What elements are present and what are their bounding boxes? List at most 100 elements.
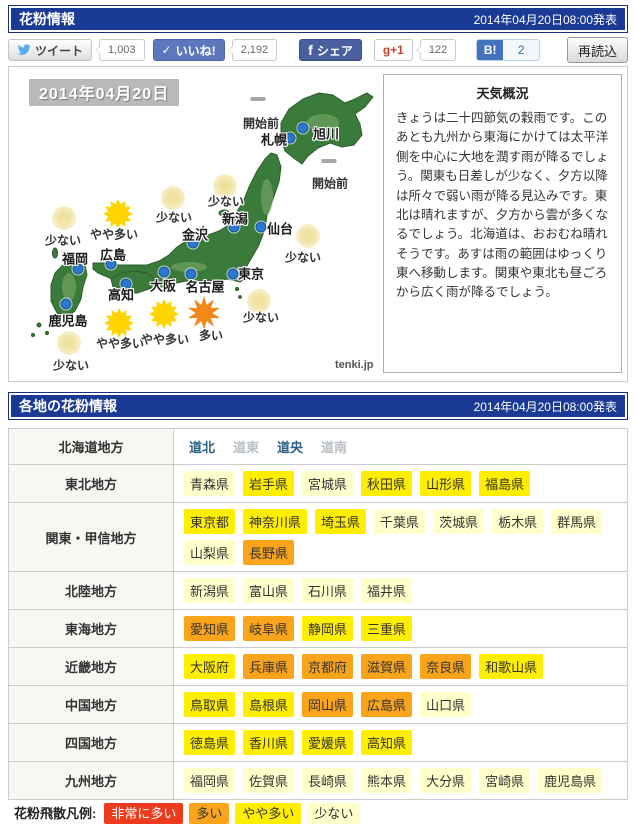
- prefecture-chip[interactable]: 京都府: [302, 654, 354, 679]
- prefecture-chip[interactable]: 愛媛県: [302, 730, 354, 755]
- reload-button[interactable]: 再読込: [566, 37, 628, 63]
- prefecture-chip[interactable]: 石川県: [302, 578, 354, 603]
- prefecture-chip[interactable]: 山口県: [420, 692, 472, 717]
- region-name: 北海道地方: [8, 428, 174, 465]
- prefecture-chip[interactable]: 徳島県: [184, 730, 236, 755]
- prefecture-chip[interactable]: 和歌山県: [479, 654, 544, 679]
- prefecture-chip[interactable]: 鹿児島県: [538, 768, 603, 793]
- prefecture-chip[interactable]: 島根県: [243, 692, 295, 717]
- region-name: 東海地方: [8, 609, 174, 648]
- map-city-label[interactable]: 福岡: [61, 251, 89, 267]
- prefecture-chip[interactable]: 福岡県: [184, 768, 236, 793]
- map-city-label[interactable]: 旭川: [312, 126, 340, 142]
- published-timestamp: 2014年04月20日08:00発表: [473, 12, 617, 27]
- subregion-link[interactable]: 道北: [189, 440, 216, 455]
- prefecture-chip[interactable]: 長野県: [243, 540, 295, 565]
- map-city-dot[interactable]: [105, 258, 117, 270]
- check-icon: ✓: [161, 43, 172, 57]
- region-cells: 徳島県 香川県 愛媛県 高知県: [173, 723, 628, 762]
- prefecture-chip[interactable]: 東京都: [184, 509, 236, 534]
- prefecture-chip[interactable]: 新潟県: [184, 578, 236, 603]
- facebook-like-button[interactable]: ✓ いいね!: [152, 39, 225, 61]
- map-level-label: 多い: [198, 328, 224, 343]
- prefecture-chip[interactable]: 神奈川県: [243, 509, 308, 534]
- map-city-dot[interactable]: [185, 268, 197, 280]
- prefecture-chip[interactable]: 埼玉県: [315, 509, 367, 534]
- prefecture-chip[interactable]: 愛知県: [184, 616, 236, 641]
- map-level-label: 少ない: [284, 250, 322, 265]
- prefecture-chip[interactable]: 宮崎県: [479, 768, 531, 793]
- region-cells: 東京都 神奈川県 埼玉県 千葉県 茨城県 栃木県 群馬県山梨県 長野県: [173, 502, 628, 572]
- prefecture-chip[interactable]: 滋賀県: [361, 654, 413, 679]
- prefecture-chip[interactable]: 岐阜県: [243, 616, 295, 641]
- prefecture-chip[interactable]: 兵庫県: [243, 654, 295, 679]
- legend-chip: やや多い: [235, 803, 302, 824]
- hatena-bookmark-button[interactable]: B! 2: [476, 39, 541, 61]
- prefecture-chip[interactable]: 香川県: [243, 730, 295, 755]
- prefecture-chip[interactable]: 千葉県: [374, 509, 426, 534]
- map-city-label[interactable]: 新潟: [221, 211, 249, 227]
- pollen-low-circle-icon: [57, 331, 81, 355]
- facebook-f-icon: f: [308, 42, 313, 58]
- japan-pollen-map: 2014年04月20日 開始前 開始前 少ない 少ない 少ない 少ない 少ない 少ない やや多い…: [9, 67, 383, 381]
- map-city-dot[interactable]: [120, 278, 132, 290]
- prefecture-chip[interactable]: 茨城県: [433, 509, 485, 534]
- map-city-label[interactable]: 仙台: [266, 221, 294, 237]
- region-row: 北海道地方 道北 道東 道央 道南: [8, 428, 628, 465]
- prefecture-chip[interactable]: 佐賀県: [243, 768, 295, 793]
- map-city-dot[interactable]: [228, 221, 240, 233]
- prefecture-chip[interactable]: 福井県: [361, 578, 413, 603]
- page-title: 花粉情報: [19, 11, 75, 27]
- prefecture-chip[interactable]: 宮城県: [302, 471, 354, 496]
- prefecture-chip[interactable]: 栃木県: [492, 509, 544, 534]
- map-city-dot[interactable]: [72, 263, 84, 275]
- region-name: 東北地方: [8, 464, 174, 503]
- map-city-dot[interactable]: [227, 268, 239, 280]
- gplus-count: 122: [415, 39, 457, 61]
- prefecture-chip[interactable]: 長崎県: [302, 768, 354, 793]
- prefecture-chip[interactable]: 山形県: [420, 471, 472, 496]
- map-city-dot[interactable]: [255, 221, 267, 233]
- map-city-label[interactable]: 高知: [107, 287, 135, 303]
- prefecture-chip[interactable]: 大阪府: [184, 654, 236, 679]
- map-level-label: 少ない: [44, 233, 82, 248]
- prefecture-chip[interactable]: 秋田県: [361, 471, 413, 496]
- prefecture-chip[interactable]: 熊本県: [361, 768, 413, 793]
- prefecture-chip[interactable]: 福島県: [479, 471, 531, 496]
- map-city-dot[interactable]: [187, 237, 199, 249]
- pollen-medium-sun-icon: [149, 299, 179, 329]
- map-city-label[interactable]: 広島: [99, 247, 127, 263]
- region-name: 九州地方: [8, 761, 174, 800]
- prefecture-chip[interactable]: 富山県: [243, 578, 295, 603]
- map-city-dot[interactable]: [60, 298, 72, 310]
- prefecture-chip[interactable]: 広島県: [361, 692, 413, 717]
- prefecture-chip[interactable]: 静岡県: [302, 616, 354, 641]
- prefecture-chip[interactable]: 岡山県: [302, 692, 354, 717]
- map-city-label[interactable]: 名古屋: [185, 279, 225, 295]
- map-level-label: やや多い: [140, 332, 190, 347]
- prefecture-chip[interactable]: 群馬県: [551, 509, 603, 534]
- map-city-dot[interactable]: [297, 122, 309, 134]
- prefecture-chip[interactable]: 奈良県: [420, 654, 472, 679]
- map-city-label[interactable]: 鹿児島: [48, 313, 88, 329]
- map-city-dot[interactable]: [284, 132, 296, 144]
- weather-overview-text: きょうは二十四節気の穀雨です。このあとも九州から東海にかけては太平洋側を中心に大…: [396, 111, 609, 300]
- map-city-label[interactable]: 東京: [237, 266, 265, 282]
- google-plus-one-button[interactable]: g+1: [373, 39, 413, 61]
- prefecture-chip[interactable]: 鳥取県: [184, 692, 236, 717]
- prefecture-chip[interactable]: 青森県: [184, 471, 236, 496]
- region-cells: 福岡県 佐賀県 長崎県 熊本県 大分県 宮崎県 鹿児島県: [173, 761, 628, 800]
- map-city-label[interactable]: 大阪: [149, 278, 177, 294]
- subregion-link[interactable]: 道央: [277, 440, 304, 455]
- prefecture-chip[interactable]: 三重県: [361, 616, 413, 641]
- region-cells: 鳥取県 島根県 岡山県 広島県 山口県: [173, 685, 628, 724]
- tweet-button[interactable]: ツイート: [8, 39, 93, 61]
- prefecture-chip[interactable]: 山梨県: [184, 540, 236, 565]
- map-city-dot[interactable]: [158, 266, 170, 278]
- prefecture-chip[interactable]: 岩手県: [243, 471, 295, 496]
- map-city-label[interactable]: 札幌: [260, 132, 288, 148]
- facebook-share-button[interactable]: f シェア: [299, 39, 362, 61]
- prefecture-chip[interactable]: 高知県: [361, 730, 413, 755]
- map-city-label[interactable]: 金沢: [181, 227, 209, 243]
- prefecture-chip[interactable]: 大分県: [420, 768, 472, 793]
